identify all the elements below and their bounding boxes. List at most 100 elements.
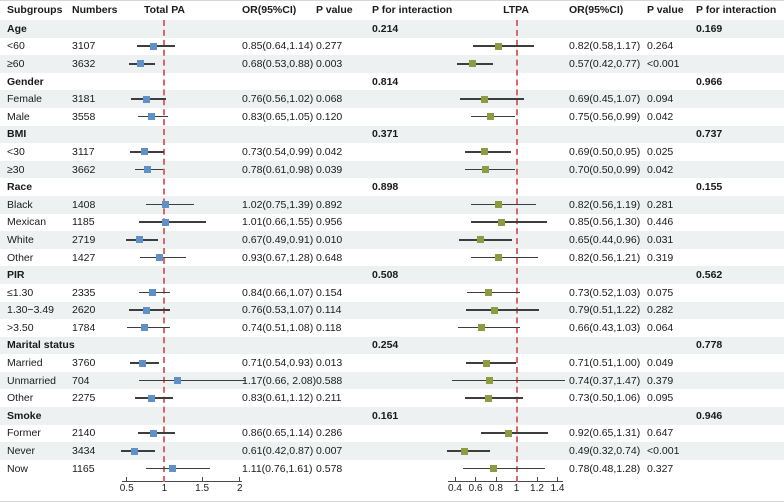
- p-value-total-pa: 0.648: [316, 251, 343, 264]
- table-row: White 2719 0.67(0.49,0.91) 0.010 0.65(0.…: [0, 231, 784, 249]
- or-marker: [131, 447, 139, 455]
- subgroup-label: White: [7, 233, 34, 246]
- numbers-value: 1185: [72, 216, 95, 229]
- subgroup-label: Male: [7, 110, 30, 123]
- header-p-value-ltpa: P value: [647, 4, 684, 16]
- ltpa-plot-cell: [442, 196, 569, 214]
- ci-line: [463, 467, 546, 470]
- p-value-ltpa: 0.647: [647, 427, 674, 440]
- numbers-value: 3662: [72, 163, 96, 176]
- total-pa-plot-cell: [112, 266, 242, 284]
- numbers-value: 2140: [72, 427, 96, 440]
- table-row: Never 3434 0.61(0.42,0.87) 0.007 0.49(0.…: [0, 442, 784, 460]
- numbers-value: 2620: [72, 304, 96, 317]
- header-or-ci-total-pa: OR(95%CI): [242, 4, 297, 16]
- or-ci-ltpa: 0.74(0.37,1.47): [569, 374, 641, 387]
- p-value-total-pa: 0.277: [316, 40, 343, 53]
- group-row: Marital status 0.254 0.778: [0, 336, 784, 355]
- ci-line: [459, 238, 513, 241]
- total-pa-plot-cell: [112, 73, 242, 91]
- subgroup-label: Unmarried: [7, 374, 57, 387]
- table-row: Now 1165 1.11(0.76,1.61) 0.578 0.78(0.48…: [0, 460, 784, 478]
- or-ci-ltpa: 0.82(0.56,1.21): [569, 251, 641, 264]
- numbers-value: 3760: [72, 357, 96, 370]
- total-pa-plot-cell: [112, 126, 242, 144]
- or-ci-ltpa: 0.70(0.50,0.99): [569, 163, 641, 176]
- group-row: PIR 0.508 0.562: [0, 266, 784, 284]
- ltpa-plot-cell: [442, 20, 569, 38]
- ltpa-plot-cell: [442, 90, 569, 108]
- or-marker: [494, 42, 502, 50]
- subgroup-label: <30: [7, 145, 25, 158]
- or-ci-total-pa: 0.85(0.64,1.14): [242, 40, 314, 53]
- or-ci-total-pa: 0.83(0.65,1.05): [242, 110, 314, 123]
- ltpa-plot-cell: [442, 161, 569, 179]
- ltpa-plot-cell: [442, 354, 569, 372]
- p-value-ltpa: 0.264: [647, 40, 674, 53]
- group-row: Age 0.214 0.169: [0, 20, 784, 38]
- or-ci-total-pa: 1.17(0.66, 2.08): [242, 374, 317, 387]
- subgroup-label: ≥60: [7, 57, 25, 70]
- subgroup-label: ≤1.30: [7, 286, 34, 299]
- ci-line: [146, 467, 211, 470]
- total-pa-plot-cell: [112, 178, 242, 196]
- p-value-ltpa: <0.001: [647, 57, 680, 70]
- table-row: 1.30−3.49 2620 0.76(0.53,1.07) 0.114 0.7…: [0, 301, 784, 320]
- subgroup-label: Now: [7, 462, 29, 475]
- axis-tick-label: 2: [237, 483, 243, 495]
- ltpa-plot-cell: [442, 319, 569, 337]
- or-ci-ltpa: 0.82(0.56,1.19): [569, 198, 641, 211]
- p-value-total-pa: 0.042: [316, 145, 343, 158]
- numbers-value: 3558: [72, 110, 96, 123]
- or-marker: [148, 289, 156, 297]
- numbers-value: 3434: [72, 445, 96, 458]
- total-pa-plot-cell: [112, 425, 242, 443]
- p-interaction-total-pa: 0.254: [372, 339, 399, 352]
- axis-tick-label: 1: [161, 483, 168, 495]
- ci-line: [465, 397, 523, 399]
- numbers-value: 2335: [72, 286, 96, 299]
- ci-line: [473, 45, 534, 47]
- total-pa-plot-cell: [112, 319, 242, 337]
- p-interaction-ltpa: 0.966: [696, 75, 723, 88]
- or-marker: [150, 429, 158, 437]
- total-pa-plot-cell: [112, 460, 242, 478]
- total-pa-plot-cell: [112, 55, 242, 73]
- ltpa-plot-cell: [442, 38, 569, 56]
- axis-tick: [239, 477, 241, 482]
- numbers-value: 1165: [72, 462, 95, 475]
- table-row: <60 3107 0.85(0.64,1.14) 0.277 0.82(0.58…: [0, 38, 784, 56]
- or-marker: [141, 324, 149, 332]
- header-p-interaction-total-pa: P for interaction: [372, 4, 453, 16]
- group-label: Age: [7, 22, 27, 35]
- p-interaction-ltpa: 0.169: [696, 22, 723, 35]
- ci-line: [127, 326, 171, 329]
- header-or-ci-ltpa: OR(95%CI): [569, 4, 624, 16]
- ci-line: [467, 291, 520, 294]
- or-marker: [478, 324, 486, 332]
- or-marker: [468, 60, 476, 68]
- subgroup-label: >3.50: [7, 321, 34, 334]
- total-pa-plot-cell: [112, 372, 246, 390]
- or-ci-total-pa: 0.61(0.42,0.87): [242, 445, 314, 458]
- or-marker: [162, 201, 170, 209]
- or-ci-ltpa: 0.73(0.50,1.06): [569, 392, 641, 405]
- p-value-total-pa: 0.003: [316, 57, 343, 70]
- or-marker: [491, 306, 499, 314]
- or-marker: [142, 95, 150, 103]
- p-value-total-pa: 0.013: [316, 357, 343, 370]
- ci-line: [138, 221, 206, 223]
- ltpa-plot-cell: [442, 214, 569, 232]
- subgroup-label: 1.30−3.49: [7, 304, 55, 317]
- p-value-ltpa: 0.075: [647, 286, 674, 299]
- ltpa-plot-cell: [442, 108, 569, 126]
- or-marker: [142, 306, 150, 314]
- table-row: Married 3760 0.71(0.54,0.93) 0.013 0.71(…: [0, 354, 784, 372]
- or-ci-total-pa: 0.73(0.54,0.99): [242, 145, 314, 158]
- subgroup-label: Black: [7, 198, 33, 211]
- ltpa-plot-cell: [442, 249, 569, 267]
- numbers-value: 3107: [72, 40, 96, 53]
- ci-line: [471, 203, 536, 206]
- subgroup-label: Other: [7, 392, 34, 405]
- or-ci-total-pa: 0.83(0.61,1.12): [242, 392, 314, 405]
